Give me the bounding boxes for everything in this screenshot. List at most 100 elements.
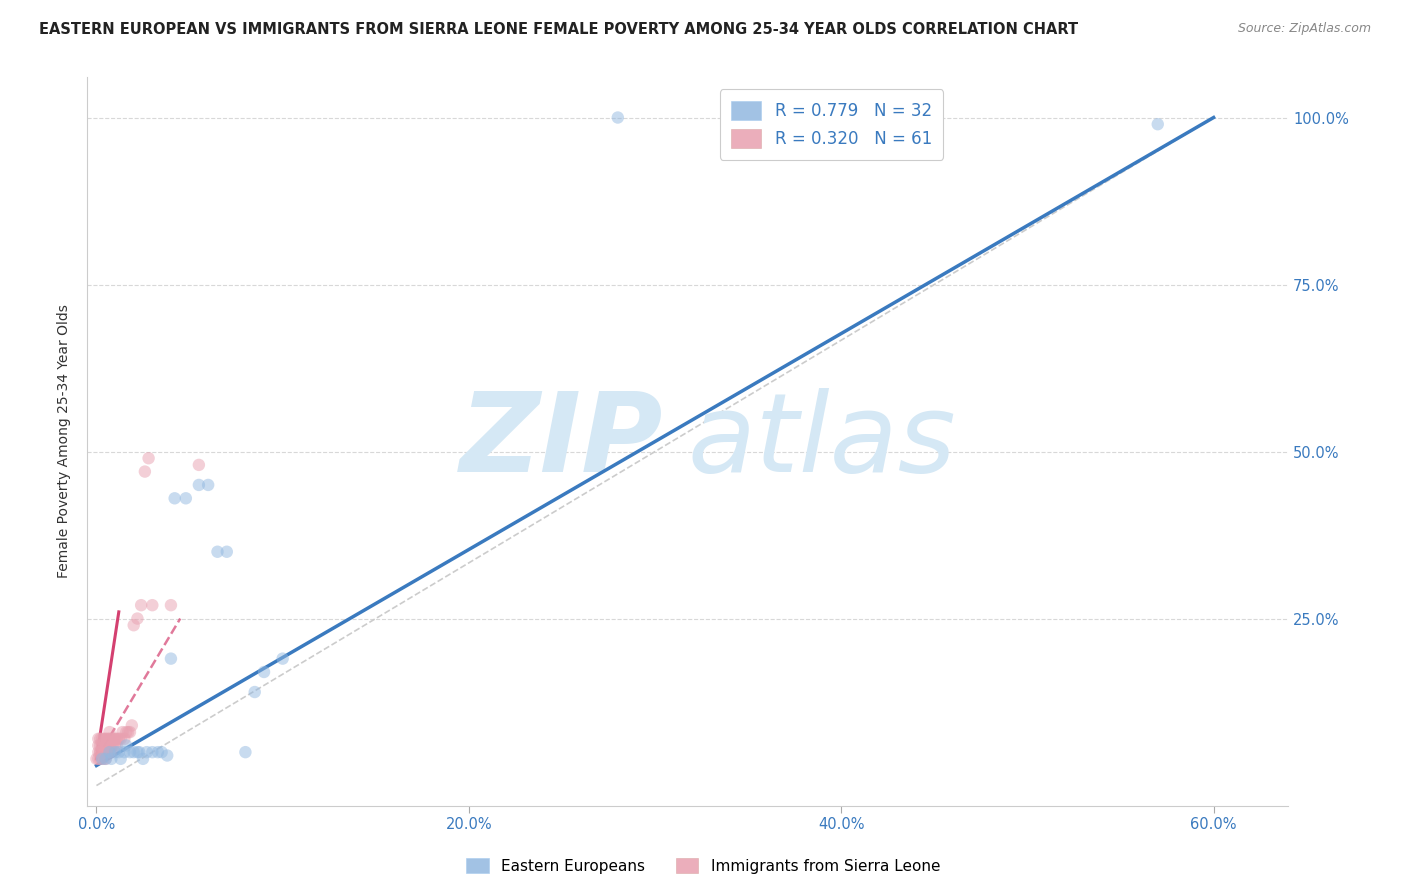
Point (100, 745, 122, 759)
Point (103, 739, 125, 753)
Point (107, 731, 129, 746)
Point (117, 725, 139, 739)
Point (207, 545, 229, 559)
Text: ZIP: ZIP (460, 388, 664, 495)
Point (132, 752, 155, 766)
Point (243, 685, 266, 699)
Point (197, 478, 219, 492)
Point (160, 598, 183, 612)
Point (127, 611, 149, 625)
Text: Source: ZipAtlas.com: Source: ZipAtlas.com (1237, 22, 1371, 36)
Point (89, 752, 111, 766)
Point (271, 651, 294, 665)
Point (112, 745, 135, 759)
Point (91, 739, 114, 753)
Point (94, 752, 117, 766)
Point (97, 745, 120, 759)
Point (87, 745, 110, 759)
Point (94, 731, 117, 746)
Point (98, 731, 121, 746)
Point (174, 491, 197, 506)
Point (100, 752, 122, 766)
Point (94, 739, 117, 753)
Point (93, 739, 115, 753)
Point (98, 745, 121, 759)
Point (111, 725, 134, 739)
Point (97, 739, 120, 753)
Point (135, 745, 157, 759)
Point (129, 598, 152, 612)
Point (128, 745, 150, 759)
Point (98, 739, 121, 753)
Point (93, 745, 115, 759)
Point (235, 745, 257, 759)
Point (89, 745, 111, 759)
Point (138, 451, 160, 466)
Point (110, 731, 132, 746)
Point (118, 725, 141, 739)
Point (91, 731, 114, 746)
Point (118, 745, 141, 759)
Point (93, 731, 115, 746)
Point (253, 665, 276, 679)
Legend: R = 0.779   N = 32, R = 0.320   N = 61: R = 0.779 N = 32, R = 0.320 N = 61 (720, 89, 943, 160)
Point (93, 752, 115, 766)
Point (215, 545, 238, 559)
Point (606, 111, 628, 125)
Point (141, 598, 163, 612)
Point (115, 739, 138, 753)
Point (112, 731, 135, 746)
Point (87, 739, 110, 753)
Point (94, 745, 117, 759)
Point (163, 491, 186, 506)
Point (97, 739, 120, 753)
Point (146, 745, 169, 759)
Point (93, 745, 115, 759)
Point (156, 748, 179, 763)
Point (105, 739, 128, 753)
Point (86, 752, 108, 766)
Point (89, 745, 111, 759)
Point (104, 731, 127, 746)
Point (91, 752, 114, 766)
Point (100, 731, 122, 746)
Point (187, 478, 209, 492)
Point (94, 739, 117, 753)
Point (104, 739, 127, 753)
Point (107, 745, 129, 759)
Point (91, 745, 114, 759)
Point (1146, 117, 1168, 131)
Point (121, 718, 143, 732)
Point (141, 745, 163, 759)
Point (91, 752, 114, 766)
Point (103, 731, 125, 746)
Point (87, 731, 110, 746)
Point (110, 752, 132, 766)
Point (89, 731, 111, 746)
Point (87, 752, 110, 766)
Point (187, 458, 209, 472)
Legend: Eastern Europeans, Immigrants from Sierra Leone: Eastern Europeans, Immigrants from Sierr… (460, 852, 946, 880)
Point (91, 745, 114, 759)
Point (160, 651, 183, 665)
Point (98, 725, 121, 739)
Point (97, 731, 120, 746)
Point (104, 745, 127, 759)
Text: atlas: atlas (688, 388, 956, 495)
Point (134, 465, 156, 479)
Point (127, 745, 149, 759)
Point (97, 745, 120, 759)
Point (98, 745, 121, 759)
Point (150, 745, 173, 759)
Y-axis label: Female Poverty Among 25-34 Year Olds: Female Poverty Among 25-34 Year Olds (58, 304, 72, 578)
Point (94, 752, 117, 766)
Point (105, 731, 128, 746)
Point (115, 725, 138, 739)
Point (122, 745, 145, 759)
Point (89, 739, 111, 753)
Point (122, 618, 145, 632)
Text: EASTERN EUROPEAN VS IMMIGRANTS FROM SIERRA LEONE FEMALE POVERTY AMONG 25-34 YEAR: EASTERN EUROPEAN VS IMMIGRANTS FROM SIER… (39, 22, 1078, 37)
Point (91, 739, 114, 753)
Point (98, 745, 121, 759)
Point (100, 739, 122, 753)
